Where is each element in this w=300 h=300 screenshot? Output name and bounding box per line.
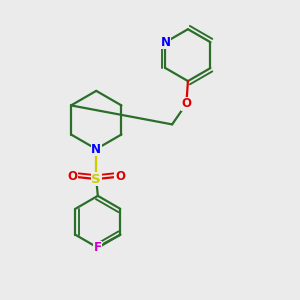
Text: N: N bbox=[91, 142, 101, 156]
Text: N: N bbox=[160, 36, 170, 49]
Text: F: F bbox=[94, 241, 102, 254]
Text: S: S bbox=[92, 172, 101, 186]
Text: O: O bbox=[115, 170, 125, 183]
Text: O: O bbox=[68, 170, 77, 183]
Text: O: O bbox=[182, 97, 191, 110]
